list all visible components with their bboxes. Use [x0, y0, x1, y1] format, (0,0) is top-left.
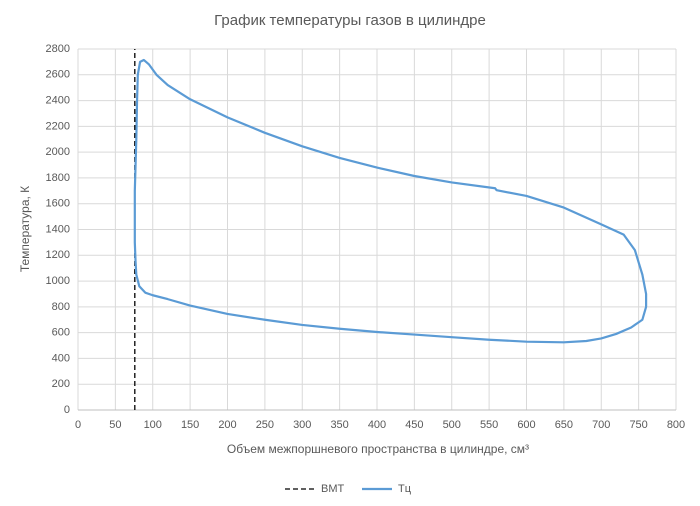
- y-tick-label: 400: [52, 352, 70, 364]
- chart-title: График температуры газов в цилиндре: [214, 12, 486, 29]
- x-tick-label: 150: [181, 419, 199, 431]
- y-tick-label: 1000: [46, 275, 70, 287]
- y-tick-label: 1200: [46, 249, 70, 261]
- x-tick-label: 200: [218, 419, 236, 431]
- x-tick-label: 250: [256, 419, 274, 431]
- x-tick-label: 100: [144, 419, 162, 431]
- x-tick-label: 750: [629, 419, 647, 431]
- x-tick-label: 50: [109, 419, 121, 431]
- x-tick-label: 450: [405, 419, 423, 431]
- legend-label: ВМТ: [321, 483, 345, 495]
- x-tick-label: 700: [592, 419, 610, 431]
- y-tick-label: 1600: [46, 198, 70, 210]
- y-tick-label: 2200: [46, 120, 70, 132]
- legend-label: Тц: [398, 483, 412, 495]
- x-tick-label: 350: [330, 419, 348, 431]
- x-tick-label: 650: [555, 419, 573, 431]
- y-tick-label: 2400: [46, 94, 70, 106]
- y-tick-label: 1400: [46, 223, 70, 235]
- x-tick-label: 500: [443, 419, 461, 431]
- x-axis-title: Объем межпоршневого пространства в цилин…: [227, 442, 529, 456]
- x-tick-label: 400: [368, 419, 386, 431]
- y-tick-label: 2600: [46, 69, 70, 81]
- series-line: [133, 58, 648, 344]
- y-axis-title: Температура, К: [18, 186, 32, 272]
- y-tick-label: 1800: [46, 172, 70, 184]
- y-tick-label: 600: [52, 327, 70, 339]
- y-tick-label: 2000: [46, 146, 70, 158]
- y-tick-label: 800: [52, 301, 70, 313]
- x-tick-label: 300: [293, 419, 311, 431]
- x-tick-label: 0: [75, 419, 81, 431]
- y-tick-label: 200: [52, 378, 70, 390]
- x-tick-label: 550: [480, 419, 498, 431]
- y-tick-label: 2800: [46, 43, 70, 55]
- y-tick-label: 0: [64, 404, 70, 416]
- x-tick-label: 800: [667, 419, 685, 431]
- x-tick-label: 600: [517, 419, 535, 431]
